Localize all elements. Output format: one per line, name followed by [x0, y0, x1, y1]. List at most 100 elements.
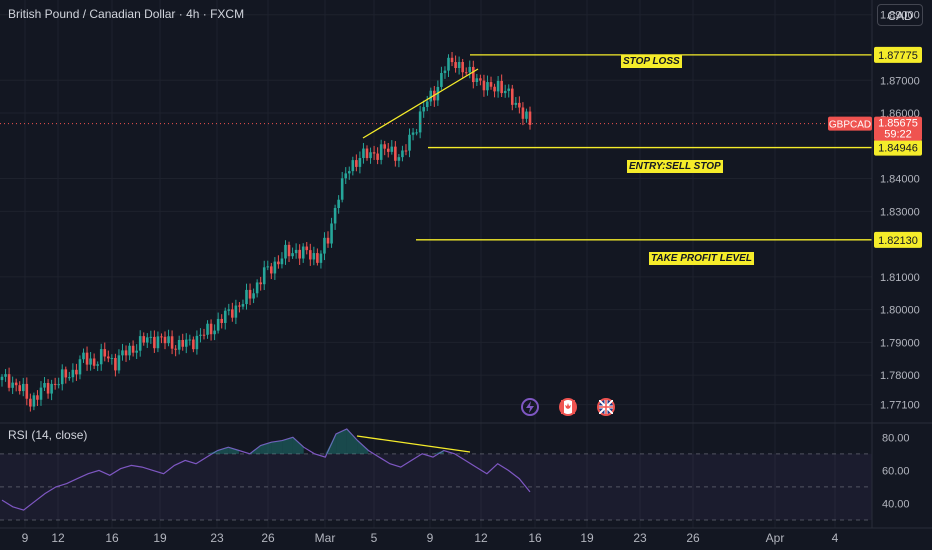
canada-flag-icon[interactable]	[559, 398, 577, 416]
candle-body	[46, 383, 50, 394]
candle-body	[195, 335, 199, 350]
rsi-overbought-fill	[325, 433, 337, 454]
candle-body	[528, 111, 532, 125]
candle-body	[266, 266, 270, 268]
candle-body	[386, 148, 390, 152]
candle-body	[14, 382, 18, 386]
candle-body	[85, 352, 89, 365]
candle-body	[301, 246, 305, 259]
candle-body	[305, 246, 309, 251]
take-profit-badge: 1.82130	[878, 235, 918, 247]
candle-body	[500, 80, 503, 94]
candles	[0, 52, 532, 412]
candle-body	[422, 107, 425, 112]
candle-body	[397, 157, 401, 161]
candle-body	[114, 357, 117, 371]
time-tick-label: 23	[633, 531, 647, 545]
candle-body	[75, 369, 78, 375]
candle-body	[326, 237, 330, 244]
price-tick-label: 1.83000	[880, 206, 920, 218]
candle-body	[358, 158, 362, 167]
candle-body	[160, 336, 163, 338]
current-price-badge-bg	[874, 116, 922, 141]
candle-body	[376, 153, 379, 160]
candle-body	[82, 352, 85, 360]
price-tick-label: 1.84000	[880, 174, 920, 186]
candle-body	[411, 132, 415, 135]
candle-body	[355, 160, 358, 167]
stop-loss-badge-bg	[874, 46, 922, 63]
lightning-icon[interactable]	[521, 398, 539, 416]
candle-body	[163, 336, 167, 344]
candle-body	[57, 384, 60, 386]
candle-body	[464, 72, 468, 74]
entry-badge: 1.84946	[878, 143, 918, 155]
candle-body	[181, 339, 185, 347]
candle-body	[4, 374, 7, 377]
entry-badge-bg	[874, 139, 922, 156]
candle-body	[390, 146, 394, 152]
candle-body	[503, 90, 507, 94]
rsi-tick-label: 60.00	[882, 465, 910, 477]
candle-body	[110, 357, 114, 359]
candle-body	[362, 148, 365, 159]
candle-body	[92, 358, 96, 366]
candle-body	[153, 336, 156, 349]
currency-button[interactable]: CAD	[877, 4, 923, 26]
candle-body	[521, 107, 525, 119]
candle-body	[0, 376, 4, 381]
price-tick-label: 1.79000	[880, 337, 920, 349]
candle-body	[468, 66, 472, 73]
candle-body	[68, 377, 71, 379]
price-tick-label: 1.80000	[880, 305, 920, 317]
candle-body	[29, 398, 32, 407]
candle-body	[213, 330, 216, 335]
chart-title: British Pound / Canadian Dollar · 4h · F…	[8, 7, 245, 21]
candle-body	[294, 249, 298, 254]
candle-body	[273, 261, 277, 274]
candle-body	[238, 305, 241, 307]
time-tick-label: 23	[210, 531, 224, 545]
candle-body	[287, 244, 291, 257]
candle-body	[255, 282, 259, 294]
candle-body	[78, 359, 82, 375]
candle-body	[25, 383, 29, 399]
stop-loss-badge: 1.87775	[878, 50, 918, 62]
time-tick-label: 12	[474, 531, 488, 545]
candle-body	[496, 80, 500, 92]
candle-body	[372, 152, 376, 154]
rsi-tick-label: 80.00	[882, 432, 910, 444]
take-profit-label: TAKE PROFIT LEVEL	[649, 252, 754, 265]
rsi-overbought-fill	[271, 440, 283, 454]
candle-body	[192, 339, 195, 350]
candle-body	[234, 305, 238, 318]
candle-body	[486, 82, 489, 91]
candle-body	[514, 102, 518, 105]
rsi-pane	[0, 428, 872, 521]
candle-body	[418, 111, 422, 133]
candle-body	[518, 102, 521, 108]
candle-body	[461, 62, 464, 73]
candle-body	[277, 261, 280, 265]
rsi-overbought-fill	[260, 442, 272, 454]
candle-body	[53, 383, 57, 385]
candle-body	[18, 385, 22, 392]
time-tick-label: 16	[528, 531, 542, 545]
stop-loss-label: STOP LOSS	[621, 55, 682, 68]
candle-body	[142, 336, 146, 343]
candle-body	[333, 208, 337, 224]
uk-flag-icon[interactable]	[597, 398, 615, 416]
candle-body	[231, 309, 234, 318]
candle-body	[138, 336, 142, 351]
time-tick-label: 26	[261, 531, 275, 545]
candle-body	[443, 70, 447, 74]
time-tick-label: 26	[686, 531, 700, 545]
candle-body	[323, 237, 326, 254]
rsi-overbought-fill	[292, 437, 304, 454]
candle-body	[174, 348, 177, 350]
candle-body	[64, 369, 68, 378]
time-tick-label: 9	[22, 531, 29, 545]
candle-body	[117, 355, 121, 371]
candle-body	[475, 78, 479, 83]
